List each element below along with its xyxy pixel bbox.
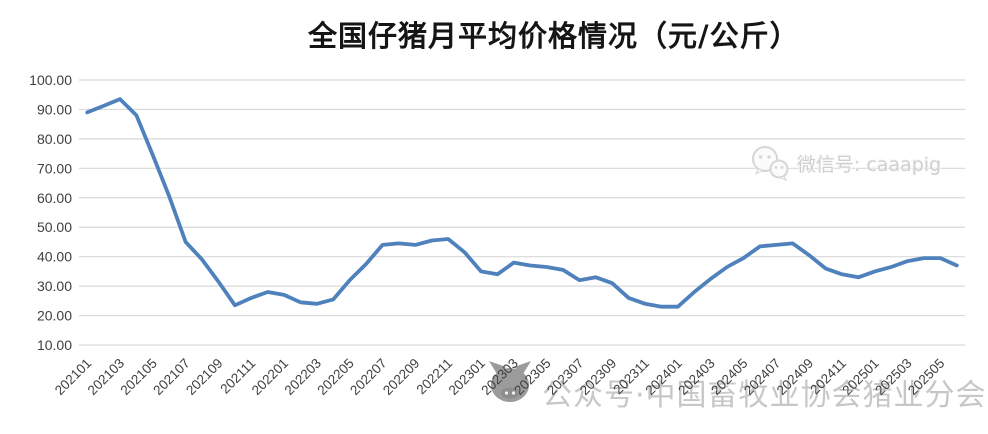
x-axis-tick-label: 202409 — [774, 356, 816, 398]
y-axis-tick-label: 30.00 — [37, 278, 72, 294]
x-axis-tick-label: 202309 — [577, 356, 619, 398]
y-axis-tick-label: 40.00 — [37, 249, 72, 265]
y-axis-tick-label: 80.00 — [37, 131, 72, 147]
x-axis-tick-label: 202505 — [905, 356, 947, 398]
y-axis-tick-label: 70.00 — [37, 160, 72, 176]
chart-title: 全国仔猪月平均价格情况（元/公斤） — [308, 19, 800, 53]
y-axis-tick-label: 100.00 — [29, 72, 72, 88]
x-axis-tick-label: 202109 — [183, 356, 225, 398]
y-axis-tick-label: 50.00 — [37, 219, 72, 235]
y-axis-tick-label: 10.00 — [37, 337, 72, 353]
x-axis-tick-label: 202209 — [380, 356, 422, 398]
y-axis-tick-label: 90.00 — [37, 101, 72, 117]
price-line-series — [85, 97, 959, 309]
y-axis-tick-label: 60.00 — [37, 190, 72, 206]
y-axis-tick-label: 20.00 — [37, 308, 72, 324]
